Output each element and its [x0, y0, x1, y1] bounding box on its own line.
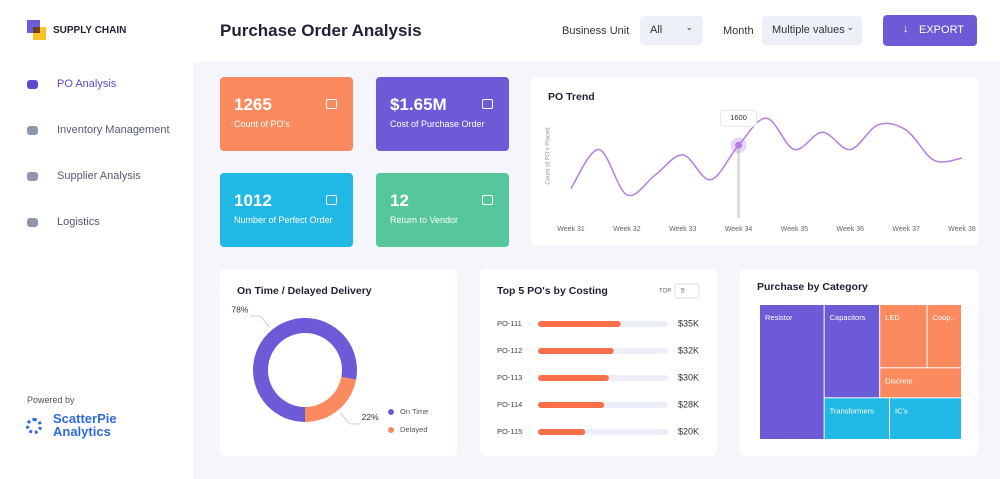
- kpi-value: 12: [390, 191, 409, 210]
- logo: [33, 27, 46, 40]
- nav-item[interactable]: Logistics: [57, 216, 100, 228]
- dropdown-value: All: [650, 24, 663, 36]
- nav-item[interactable]: Supplier Analysis: [57, 170, 141, 182]
- kpi-label: Cost of Purchase Order: [390, 119, 485, 129]
- kpi-label: Count of PO's: [234, 119, 290, 129]
- nav-icon: [27, 80, 38, 89]
- powered-by: Powered by: [27, 395, 75, 405]
- vendor-line: ScatterPie: [53, 411, 117, 426]
- dropdown-value: Multiple values: [772, 24, 845, 36]
- kpi-label: Number of Perfect Order: [234, 215, 333, 225]
- vendor-name: ScatterPie Analytics: [53, 412, 117, 438]
- nav-icon: [27, 172, 38, 181]
- nav-icon: [27, 218, 38, 227]
- kpi-card: $1.65M Cost of Purchase Order: [376, 77, 509, 151]
- kpi-label: Return to Vendor: [390, 215, 459, 225]
- dropdown[interactable]: Multiple values ⌄: [762, 16, 862, 45]
- card: [531, 77, 978, 246]
- page-title: Purchase Order Analysis: [220, 21, 422, 40]
- vendor-line: Analytics: [53, 424, 111, 439]
- brand: SUPPLY CHAIN: [53, 25, 127, 36]
- kpi-card: 12 Return to Vendor: [376, 173, 509, 247]
- kpi-value: $1.65M: [390, 95, 447, 114]
- sidebar: SUPPLY CHAIN PO Analysis Inventory Manag…: [0, 0, 193, 479]
- export-button[interactable]: ↓ EXPORT: [883, 15, 977, 46]
- dropdown[interactable]: All ⌄: [640, 16, 703, 45]
- kpi-card: 1265 Count of PO's: [220, 77, 353, 151]
- kpi-card: 1012 Number of Perfect Order: [220, 173, 353, 247]
- export-label: EXPORT: [919, 24, 965, 36]
- card: [480, 269, 717, 456]
- card: [220, 269, 457, 456]
- filter-label: Business Unit: [562, 25, 630, 37]
- kpi-value: 1012: [234, 191, 272, 210]
- nav-icon: [27, 126, 38, 135]
- kpi-value: 1265: [234, 95, 272, 114]
- filter-label: Month: [723, 25, 754, 37]
- vendor-logo: [26, 418, 42, 434]
- nav-item[interactable]: PO Analysis: [57, 78, 117, 90]
- card: [740, 269, 978, 456]
- header: Purchase Order Analysis Business Unit Al…: [193, 0, 1000, 62]
- nav-item[interactable]: Inventory Management: [57, 124, 170, 136]
